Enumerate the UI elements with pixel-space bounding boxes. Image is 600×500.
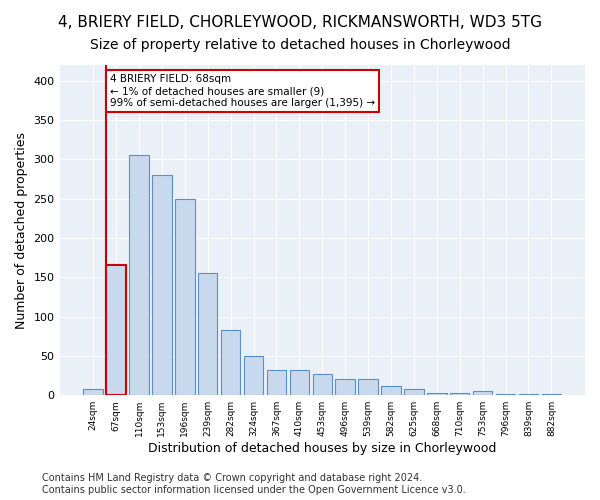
Bar xyxy=(106,266,126,395)
Text: Contains HM Land Registry data © Crown copyright and database right 2024.
Contai: Contains HM Land Registry data © Crown c… xyxy=(42,474,466,495)
Text: 4, BRIERY FIELD, CHORLEYWOOD, RICKMANSWORTH, WD3 5TG: 4, BRIERY FIELD, CHORLEYWOOD, RICKMANSWO… xyxy=(58,15,542,30)
Text: Size of property relative to detached houses in Chorleywood: Size of property relative to detached ho… xyxy=(89,38,511,52)
Bar xyxy=(198,274,217,395)
Bar xyxy=(404,389,424,395)
Bar xyxy=(473,392,493,395)
Bar xyxy=(358,378,378,395)
Bar xyxy=(335,378,355,395)
Bar xyxy=(152,175,172,395)
Bar xyxy=(542,394,561,395)
Bar xyxy=(175,198,194,395)
Bar xyxy=(244,356,263,395)
Bar xyxy=(496,394,515,395)
Text: 4 BRIERY FIELD: 68sqm
← 1% of detached houses are smaller (9)
99% of semi-detach: 4 BRIERY FIELD: 68sqm ← 1% of detached h… xyxy=(110,74,375,108)
Bar xyxy=(519,394,538,395)
Bar xyxy=(221,330,241,395)
Bar xyxy=(267,370,286,395)
X-axis label: Distribution of detached houses by size in Chorleywood: Distribution of detached houses by size … xyxy=(148,442,496,455)
Bar xyxy=(106,266,126,395)
Bar xyxy=(83,389,103,395)
Y-axis label: Number of detached properties: Number of detached properties xyxy=(15,132,28,328)
Bar xyxy=(381,386,401,395)
Bar xyxy=(427,393,446,395)
Bar xyxy=(129,156,149,395)
Bar xyxy=(450,393,469,395)
Bar xyxy=(313,374,332,395)
Bar xyxy=(290,370,309,395)
